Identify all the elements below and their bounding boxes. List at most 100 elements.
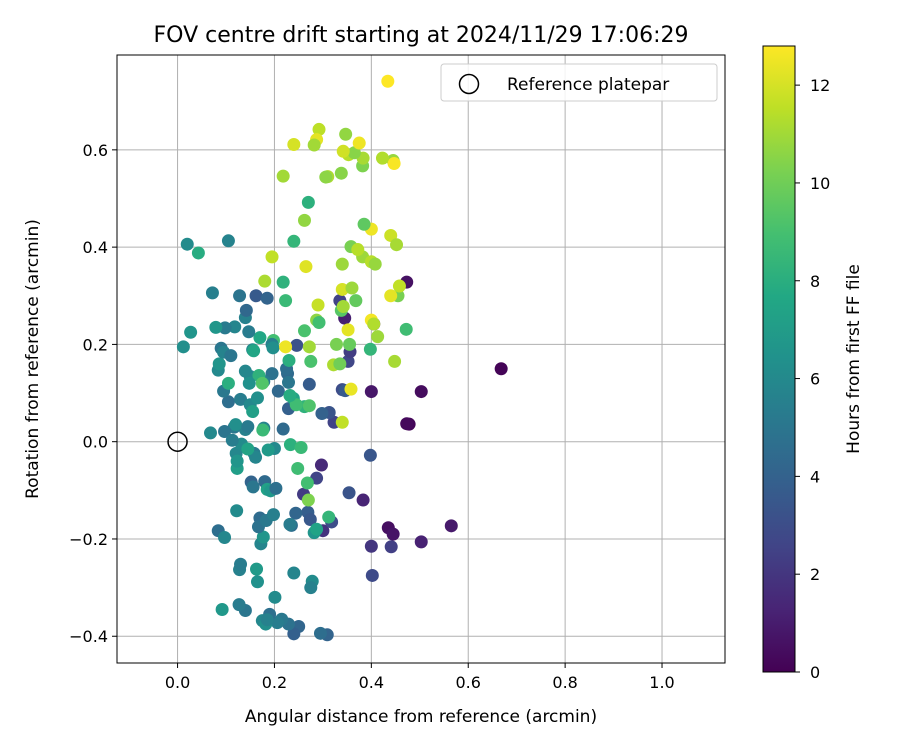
- data-point: [342, 486, 356, 500]
- data-point: [319, 170, 333, 184]
- legend-box: [440, 63, 718, 102]
- data-point: [329, 337, 343, 351]
- data-point: [281, 375, 295, 389]
- data-point: [388, 354, 402, 368]
- data-point: [247, 344, 261, 358]
- colorbar: 0 2 4 6 8 10 12 Hours from first FF file: [762, 45, 864, 682]
- data-point: [250, 562, 264, 576]
- data-point: [310, 522, 324, 536]
- data-point: [356, 493, 370, 507]
- data-point: [314, 458, 328, 472]
- data-point: [258, 274, 272, 288]
- data-point: [414, 535, 428, 549]
- colorbar-tick-label: 6: [810, 370, 820, 389]
- data-point: [349, 294, 363, 308]
- colorbar-tick-label: 8: [810, 272, 820, 291]
- y-tick-label: 0.4: [83, 238, 108, 257]
- data-point: [300, 476, 314, 490]
- colorbar-tick-label: 12: [810, 76, 830, 95]
- data-points: [176, 74, 508, 642]
- data-point: [221, 234, 235, 248]
- data-point: [313, 626, 327, 640]
- data-point: [218, 531, 232, 545]
- data-point: [256, 423, 270, 437]
- data-point: [336, 144, 350, 158]
- data-point: [315, 406, 329, 420]
- data-point: [335, 257, 349, 271]
- legend: Reference platepar: [440, 63, 718, 102]
- data-point: [301, 493, 315, 507]
- data-point: [287, 566, 301, 580]
- data-point: [253, 331, 267, 345]
- data-point: [234, 557, 248, 571]
- data-point: [276, 169, 290, 183]
- data-point: [384, 228, 398, 242]
- grid: [117, 55, 725, 663]
- data-point: [249, 289, 263, 303]
- data-point: [312, 122, 326, 136]
- data-point: [282, 353, 296, 367]
- data-point: [299, 260, 313, 274]
- x-tick-label: 0.0: [165, 673, 190, 692]
- y-tick-label: −0.2: [69, 530, 108, 549]
- data-point: [256, 530, 270, 544]
- data-point: [367, 317, 381, 331]
- data-point: [238, 364, 252, 378]
- data-point: [339, 127, 353, 141]
- data-point: [414, 385, 428, 399]
- data-point: [242, 325, 256, 339]
- data-point: [218, 321, 232, 335]
- data-point: [176, 340, 190, 354]
- data-point: [494, 362, 508, 376]
- legend-entry-label: Reference platepar: [507, 75, 669, 95]
- data-point: [276, 422, 290, 436]
- data-point: [311, 298, 325, 312]
- x-tick-label: 0.2: [262, 673, 287, 692]
- data-point: [335, 415, 349, 429]
- y-tick-label: 0.6: [83, 141, 108, 160]
- x-tick-label: 0.4: [359, 673, 384, 692]
- data-point: [301, 195, 315, 209]
- data-point: [290, 338, 304, 352]
- data-point: [334, 166, 348, 180]
- data-point: [265, 367, 279, 381]
- data-point: [255, 376, 269, 390]
- data-point: [392, 279, 406, 293]
- data-point: [191, 246, 205, 260]
- colorbar-ticks: 0 2 4 6 8 10 12: [795, 76, 830, 682]
- data-point: [381, 74, 395, 88]
- data-point: [347, 146, 361, 160]
- data-point: [287, 234, 301, 248]
- data-point: [246, 405, 260, 419]
- data-point: [400, 417, 414, 431]
- data-point: [234, 392, 248, 406]
- data-point: [291, 461, 305, 475]
- data-point: [279, 294, 293, 308]
- data-point: [229, 418, 243, 432]
- data-point: [230, 504, 244, 518]
- data-point: [241, 420, 255, 434]
- data-point: [260, 613, 274, 627]
- data-point: [294, 441, 308, 455]
- data-point: [260, 291, 274, 305]
- data-point: [232, 598, 246, 612]
- y-axis-label: Rotation from reference (arcmin): [23, 219, 43, 499]
- data-point: [266, 341, 280, 355]
- data-point: [230, 454, 244, 468]
- colorbar-gradient: [762, 45, 796, 673]
- data-point: [386, 527, 400, 541]
- data-point: [322, 510, 336, 524]
- data-point: [218, 424, 232, 438]
- x-axis-label: Angular distance from reference (arcmin): [245, 707, 597, 727]
- data-point: [375, 151, 389, 165]
- data-point: [333, 357, 347, 371]
- data-point: [287, 627, 301, 641]
- x-tick-label: 0.8: [552, 673, 577, 692]
- data-point: [302, 377, 316, 391]
- colorbar-label: Hours from first FF file: [844, 264, 864, 454]
- data-point: [371, 330, 385, 344]
- plot-frame: [116, 54, 726, 664]
- data-point: [351, 243, 365, 257]
- data-point: [250, 391, 264, 405]
